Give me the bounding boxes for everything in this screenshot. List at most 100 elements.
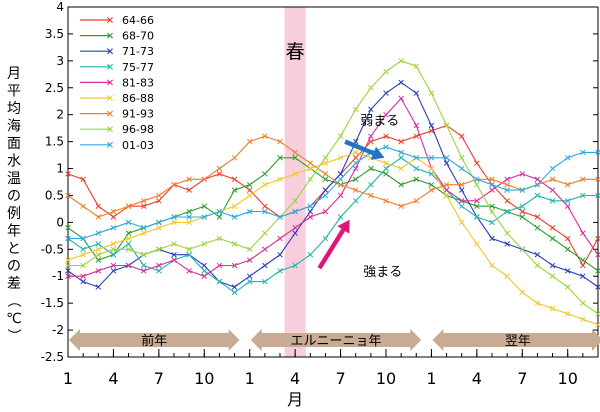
data-point bbox=[171, 214, 177, 220]
y-tick-label: -2.5 bbox=[41, 350, 64, 364]
y-tick-label: -2 bbox=[52, 323, 64, 337]
data-point bbox=[383, 68, 389, 75]
y-tick-label: -1 bbox=[52, 269, 64, 283]
legend-entry: 81-83 bbox=[80, 76, 154, 89]
data-point bbox=[125, 230, 132, 236]
data-point bbox=[262, 208, 268, 215]
data-point bbox=[443, 192, 450, 199]
data-point bbox=[413, 63, 420, 69]
legend-label: 91-93 bbox=[122, 108, 154, 121]
data-point bbox=[110, 208, 117, 215]
data-point bbox=[171, 181, 177, 188]
y-tick-label: 1.5 bbox=[45, 135, 64, 149]
x-tick-label: 10 bbox=[558, 369, 578, 388]
data-point bbox=[489, 208, 495, 215]
background-layer: 春 bbox=[284, 7, 306, 357]
legend-label: 81-83 bbox=[122, 76, 154, 89]
data-point bbox=[246, 138, 253, 145]
axis-layer: -2.5 -2 -1.5 -1 -0.5 0 0.5 1 1.5 2 2.5 3 3.5 4 1 4 7 10 1 4… bbox=[41, 0, 599, 388]
data-point bbox=[246, 208, 253, 215]
data-point bbox=[262, 262, 268, 269]
data-point bbox=[156, 268, 162, 274]
data-point bbox=[156, 262, 162, 269]
y-axis-label-char: 年 bbox=[7, 224, 21, 240]
data-point bbox=[428, 165, 435, 172]
data-point bbox=[489, 181, 495, 188]
data-point bbox=[413, 198, 420, 204]
data-point bbox=[80, 203, 86, 209]
data-point bbox=[413, 133, 420, 139]
data-point bbox=[383, 165, 389, 172]
series-86-88 bbox=[65, 149, 600, 328]
data-point bbox=[580, 230, 586, 236]
annotation-arrow-head bbox=[370, 146, 385, 160]
data-point bbox=[413, 90, 420, 96]
x-tick-label: 7 bbox=[517, 369, 527, 388]
period-label: エルニーニョ年 bbox=[290, 334, 381, 349]
data-point bbox=[156, 225, 162, 231]
data-point bbox=[246, 192, 253, 199]
data-point bbox=[428, 155, 435, 161]
data-point bbox=[292, 262, 298, 269]
y-tick-label: 1 bbox=[56, 162, 64, 176]
data-point bbox=[398, 149, 404, 156]
legend-label: 75-77 bbox=[122, 61, 154, 74]
legend-swatch-marker bbox=[107, 141, 113, 148]
x-tick-label: 1 bbox=[426, 369, 436, 388]
data-point bbox=[231, 176, 238, 183]
y-axis-label-char: 水 bbox=[7, 154, 21, 170]
legend-entry: 75-77 bbox=[80, 61, 154, 74]
legend-swatch-marker bbox=[107, 32, 113, 39]
data-point bbox=[292, 149, 298, 156]
data-point bbox=[519, 214, 526, 220]
data-point bbox=[443, 122, 450, 129]
data-point bbox=[186, 214, 192, 220]
data-point bbox=[292, 208, 298, 215]
data-point bbox=[216, 235, 223, 242]
data-point bbox=[489, 176, 495, 183]
data-point bbox=[201, 214, 208, 220]
data-point bbox=[504, 181, 510, 188]
data-point bbox=[292, 155, 298, 161]
legend-label: 01-03 bbox=[122, 139, 154, 152]
data-point bbox=[125, 219, 132, 226]
data-point bbox=[110, 225, 117, 231]
y-tick-label: 2 bbox=[56, 108, 64, 122]
data-point bbox=[110, 214, 117, 220]
data-point bbox=[368, 165, 374, 172]
data-point bbox=[110, 246, 117, 253]
data-point bbox=[549, 198, 556, 204]
data-point bbox=[443, 160, 450, 166]
y-axis-label-char: 海 bbox=[7, 119, 21, 135]
legend-entry: 64-66 bbox=[80, 14, 154, 27]
data-point bbox=[186, 187, 192, 193]
data-point bbox=[534, 214, 541, 220]
data-point bbox=[534, 192, 541, 199]
data-point bbox=[352, 149, 359, 156]
data-point bbox=[140, 230, 147, 236]
data-point bbox=[383, 198, 389, 204]
data-point bbox=[65, 171, 71, 177]
data-point bbox=[549, 187, 556, 193]
legend-swatch-marker bbox=[107, 79, 113, 86]
data-point bbox=[65, 273, 71, 279]
data-point bbox=[352, 160, 359, 166]
data-point bbox=[474, 198, 480, 204]
legend-label: 64-66 bbox=[122, 14, 154, 27]
data-point bbox=[262, 171, 268, 177]
y-tick-label: 4 bbox=[56, 0, 64, 14]
data-point bbox=[110, 262, 117, 269]
data-point bbox=[398, 203, 404, 209]
data-point bbox=[580, 257, 586, 263]
data-point bbox=[246, 187, 253, 193]
period-arrow bbox=[432, 329, 600, 351]
data-point bbox=[428, 187, 435, 193]
data-point bbox=[171, 257, 177, 263]
plot-frame bbox=[67, 6, 599, 358]
data-point bbox=[504, 187, 510, 193]
data-point bbox=[534, 176, 541, 183]
data-point bbox=[519, 171, 526, 177]
